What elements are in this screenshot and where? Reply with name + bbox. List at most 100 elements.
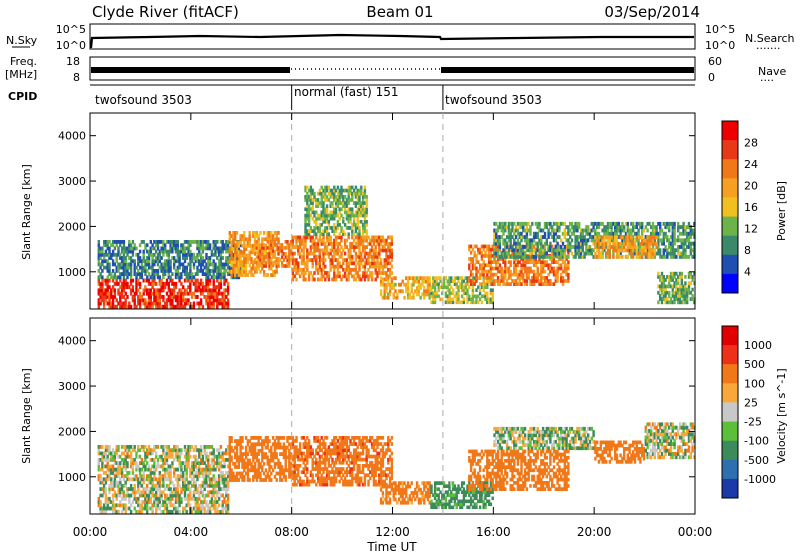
data-cell (139, 243, 141, 247)
data-cell (146, 510, 148, 514)
data-cell (155, 510, 157, 514)
data-cell (407, 280, 409, 284)
data-cell (150, 497, 152, 501)
data-cell (143, 240, 145, 244)
data-cell (189, 448, 191, 452)
data-cell (132, 240, 134, 244)
data-cell (101, 275, 103, 279)
data-cell (308, 274, 310, 278)
data-cell (531, 222, 533, 226)
nsky-tick-bottom: 10^0 (56, 39, 86, 52)
nsky-right-tick-top: 10^5 (705, 23, 735, 36)
data-cell (317, 242, 319, 246)
data-cell (391, 236, 393, 240)
data-cell (391, 271, 393, 275)
data-cell (358, 195, 360, 199)
data-cell (200, 298, 202, 302)
data-cell (342, 217, 344, 221)
data-cell (186, 471, 188, 475)
data-cell (245, 263, 247, 267)
data-cell (128, 471, 130, 475)
data-cell (340, 226, 342, 230)
data-cell (360, 186, 362, 190)
data-cell (162, 481, 164, 485)
data-cell (166, 503, 168, 507)
data-cell (549, 279, 551, 283)
colorbar-swatch (722, 159, 738, 179)
data-cell (655, 236, 657, 240)
data-cell (112, 497, 114, 501)
data-cell (627, 249, 629, 253)
data-cell (189, 455, 191, 459)
data-cell (340, 245, 342, 249)
data-cell (101, 269, 103, 273)
data-cell (439, 276, 441, 280)
data-cell (164, 243, 166, 247)
data-cell (684, 281, 686, 285)
cpid-segment-1: twofsound 3503 (95, 93, 192, 107)
beam-title: Beam 01 (366, 3, 433, 21)
data-cell (125, 497, 127, 501)
data-cell (492, 292, 494, 296)
data-cell (423, 296, 425, 300)
data-cell (178, 510, 180, 514)
data-cell (601, 249, 603, 253)
data-cell (155, 282, 157, 286)
data-cell (609, 252, 611, 256)
power-data-layer (98, 186, 696, 309)
data-cell (549, 242, 551, 246)
y-tick-label: 2000 (58, 220, 86, 233)
data-cell (277, 240, 279, 244)
data-cell (403, 296, 405, 300)
nsearch-key: ······· (756, 42, 780, 55)
data-cell (117, 445, 119, 449)
data-cell (493, 282, 495, 286)
power-y-label: Slant Range [km] (20, 164, 33, 260)
data-cell (304, 278, 306, 282)
data-cell (396, 296, 398, 300)
data-cell (313, 278, 315, 282)
data-cell (263, 231, 265, 235)
data-cell (474, 282, 476, 286)
nsky-panel: N.Sky 10^5 10^0 10^5 10^0 N.Search ·····… (6, 23, 795, 55)
data-cell (209, 243, 211, 247)
radar-title: Clyde River (fitACF) (92, 3, 239, 21)
data-cell (117, 510, 119, 514)
data-cell (189, 243, 191, 247)
data-cell (130, 305, 132, 309)
data-cell (139, 250, 141, 254)
data-cell (108, 445, 110, 449)
data-cell (472, 273, 474, 277)
data-cell (610, 236, 612, 240)
data-cell (463, 298, 465, 302)
data-cell (277, 231, 279, 235)
data-cell (128, 497, 130, 501)
data-cell (259, 231, 261, 235)
data-cell (387, 296, 389, 300)
data-cell (182, 510, 184, 514)
freq-bar-2 (441, 67, 694, 73)
data-cell (627, 255, 629, 259)
date-title: 03/Sep/2014 (604, 3, 700, 21)
nsky-tick-top: 10^5 (56, 23, 86, 36)
data-cell (641, 242, 643, 246)
data-cell (146, 243, 148, 247)
data-cell (162, 510, 164, 514)
data-cell (544, 232, 546, 236)
nsky-trace (91, 35, 694, 48)
data-cell (351, 255, 353, 259)
data-cell (173, 471, 175, 475)
data-cell (222, 256, 224, 260)
data-cell (274, 240, 276, 244)
data-cell (655, 242, 657, 246)
data-cell (125, 481, 127, 485)
data-cell (180, 448, 182, 452)
data-cell (481, 301, 483, 305)
data-cell (391, 265, 393, 269)
data-cell (256, 270, 258, 274)
colorbar-swatch (722, 236, 738, 256)
data-cell (562, 282, 564, 286)
data-cell (492, 288, 494, 292)
data-cell (348, 232, 350, 236)
